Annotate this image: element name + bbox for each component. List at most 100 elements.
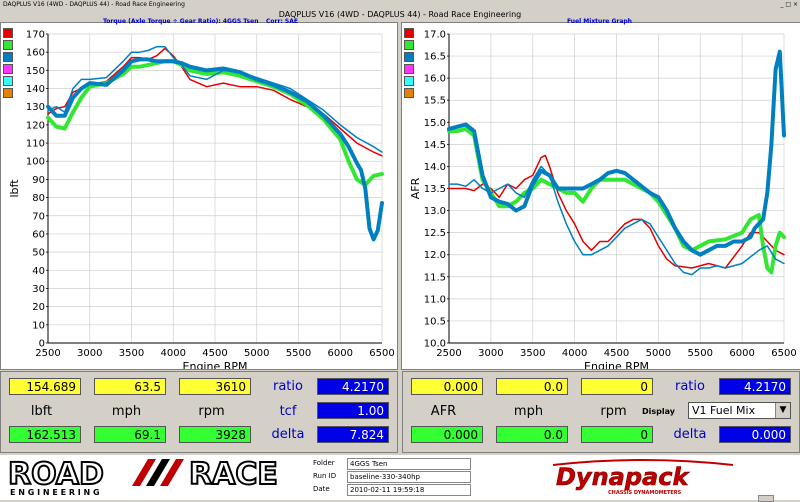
- close-icon[interactable]: ×: [792, 1, 798, 8]
- torque-y-tick-16: 160: [26, 48, 45, 59]
- afr-y-tick-11: 15.5: [424, 96, 446, 107]
- info-runid-key: Run ID: [313, 472, 337, 480]
- logo-subtext: E N G I N E E R I N G: [10, 488, 100, 497]
- minimize-icon[interactable]: _: [780, 1, 784, 8]
- afr-y-tick-1: 10.5: [424, 316, 446, 327]
- torque-y-tick-11: 110: [26, 139, 45, 150]
- mph-peak-value: 69.1: [94, 426, 166, 443]
- afr-label: AFR: [430, 404, 457, 419]
- torque-chart-panel: Torque (Axle Torque ÷ Gear Ratio): 4GGS …: [0, 18, 398, 370]
- torque-series-4: [46, 57, 384, 242]
- afr-series-3: [448, 165, 785, 276]
- display-select[interactable]: V1 Fuel Mix ▼: [688, 402, 791, 419]
- afr-chart[interactable]: 2500 3000 3500 4000 4500 5000 5500 6000 6500 10.0…: [402, 23, 800, 370]
- torque-y-label: lbft: [8, 179, 21, 198]
- logo-word-race: RACE: [189, 457, 278, 492]
- run-swatch-2[interactable]: [3, 40, 13, 50]
- torque-readout-panel: 154.689 63.5 3610 ratio 4.2170 lbft mph …: [0, 371, 398, 453]
- afr-rpm-peak-value: 0: [581, 426, 653, 443]
- delta-label: delta: [271, 427, 305, 442]
- display-select-value: V1 Fuel Mix: [692, 404, 756, 417]
- ratio-label: ratio: [273, 379, 303, 394]
- afr-series-2: [447, 126, 786, 275]
- afr-x-tick-4: 4500: [604, 348, 629, 359]
- run-swatch-1[interactable]: [3, 28, 13, 38]
- afr-y-tick-2: 11.0: [424, 294, 446, 305]
- display-label: Display: [642, 407, 675, 416]
- torque-y-tick-0: 0: [39, 339, 45, 350]
- lbft-label: lbft: [30, 404, 53, 419]
- afr-peak-value: 0.000: [411, 426, 483, 443]
- afr-y-tick-5: 12.5: [424, 228, 446, 239]
- torque-y-tick-3: 30: [32, 284, 45, 295]
- torque-x-tick-4: 4500: [202, 348, 227, 359]
- window-titlebar: DAQPLUS V16 (4WD - DAQPLUS 44) - Road Ra…: [0, 0, 800, 10]
- torque-x-tick-5: 5000: [244, 348, 269, 359]
- dynapack-logo: Dynapack CHASSIS DYNAMOMETERS: [552, 459, 734, 496]
- torque-x-label: Engine RPM: [183, 360, 248, 369]
- maximize-icon[interactable]: □: [785, 1, 792, 8]
- torque-y-tick-5: 50: [32, 248, 45, 259]
- torque-y-tick-4: 40: [32, 266, 45, 277]
- afr-readout-panel: 0.000 0.0 0 ratio 4.2170 AFR mph rpm Dis…: [402, 371, 800, 453]
- afr-y-tick-13: 16.5: [424, 52, 446, 63]
- torque-y-tick-17: 170: [26, 30, 45, 41]
- afr-x-tick-6: 5500: [688, 348, 713, 359]
- afr-rpm-label: rpm: [600, 404, 627, 419]
- torque-x-tick-3: 4000: [161, 348, 186, 359]
- afr-x-tick-1: 3000: [478, 348, 503, 359]
- chevron-down-icon[interactable]: ▼: [775, 403, 790, 418]
- afr-chart-title: Fuel Mixture Graph: [567, 18, 632, 25]
- tcf-label: tcf: [279, 404, 297, 419]
- run-swatch-4[interactable]: [3, 64, 13, 74]
- footer: ROAD RACE E N G I N E E R I N G Folder 4…: [0, 455, 800, 502]
- torque-x-tick-6: 5500: [286, 348, 311, 359]
- readout-area: 154.689 63.5 3610 ratio 4.2170 lbft mph …: [0, 371, 800, 453]
- run-color-swatches: [3, 28, 13, 100]
- torque-y-tick-2: 20: [32, 302, 45, 313]
- afr-x-tick-0: 2500: [436, 348, 461, 359]
- torque-chart[interactable]: 2500 3000 3500 4000 4500 5000 5500 6000 6500 0 10 2…: [1, 23, 397, 370]
- afr-delta-value: 0.000: [719, 426, 791, 443]
- torque-x-tick-0: 2500: [35, 348, 60, 359]
- run-swatch-3[interactable]: [3, 52, 13, 62]
- rpm-cursor-value: 3610: [179, 378, 251, 395]
- afr-run-swatch-6[interactable]: [404, 88, 414, 98]
- afr-run-swatch-1[interactable]: [404, 28, 414, 38]
- torque-y-tick-13: 130: [26, 102, 45, 113]
- correction-label: Corr: SAE: [266, 18, 298, 25]
- torque-y-tick-15: 150: [26, 66, 45, 77]
- torque-series-2: [46, 59, 384, 187]
- run-swatch-6[interactable]: [3, 88, 13, 98]
- window-title: DAQPLUS V16 (4WD - DAQPLUS 44) - Road Ra…: [3, 1, 185, 8]
- afr-run-swatch-4[interactable]: [404, 64, 414, 74]
- afr-delta-label: delta: [673, 427, 707, 442]
- dynapack-word: Dynapack: [556, 463, 690, 491]
- run-swatch-5[interactable]: [3, 76, 13, 86]
- afr-x-tick-3: 4000: [562, 348, 587, 359]
- torque-y-tick-9: 90: [32, 175, 45, 186]
- info-folder-value: 4GGS Tsen: [347, 458, 471, 470]
- afr-mph-peak-value: 0.0: [496, 426, 568, 443]
- afr-series-4: [447, 49, 786, 257]
- afr-y-label: AFR: [409, 177, 422, 199]
- afr-run-swatch-3[interactable]: [404, 52, 414, 62]
- torque-chart-title: Torque (Axle Torque ÷ Gear Ratio): 4GGS …: [103, 18, 259, 25]
- torque-x-tick-1: 3000: [77, 348, 102, 359]
- afr-run-swatch-5[interactable]: [404, 76, 414, 86]
- afr-y-tick-10: 15.0: [424, 118, 446, 129]
- afr-y-tick-12: 16.0: [424, 74, 446, 85]
- afr-run-color-swatches: [404, 28, 414, 100]
- afr-y-tick-7: 13.5: [424, 184, 446, 195]
- scrollbar[interactable]: [758, 495, 774, 502]
- afr-run-swatch-2[interactable]: [404, 40, 414, 50]
- afr-y-tick-9: 14.5: [424, 140, 446, 151]
- afr-x-label: Engine RPM: [584, 360, 649, 369]
- afr-y-tick-3: 11.5: [424, 272, 446, 283]
- dynapack-subtext: CHASSIS DYNAMOMETERS: [608, 490, 682, 496]
- road-race-logo: ROAD RACE E N G I N E E R I N G: [7, 457, 279, 497]
- afr-y-tick-0: 10.0: [424, 339, 446, 350]
- afr-x-tick-5: 5000: [646, 348, 671, 359]
- info-date-value: 2010-02-11 19:59:18: [347, 484, 471, 496]
- torque-y-tick-1: 10: [32, 320, 45, 331]
